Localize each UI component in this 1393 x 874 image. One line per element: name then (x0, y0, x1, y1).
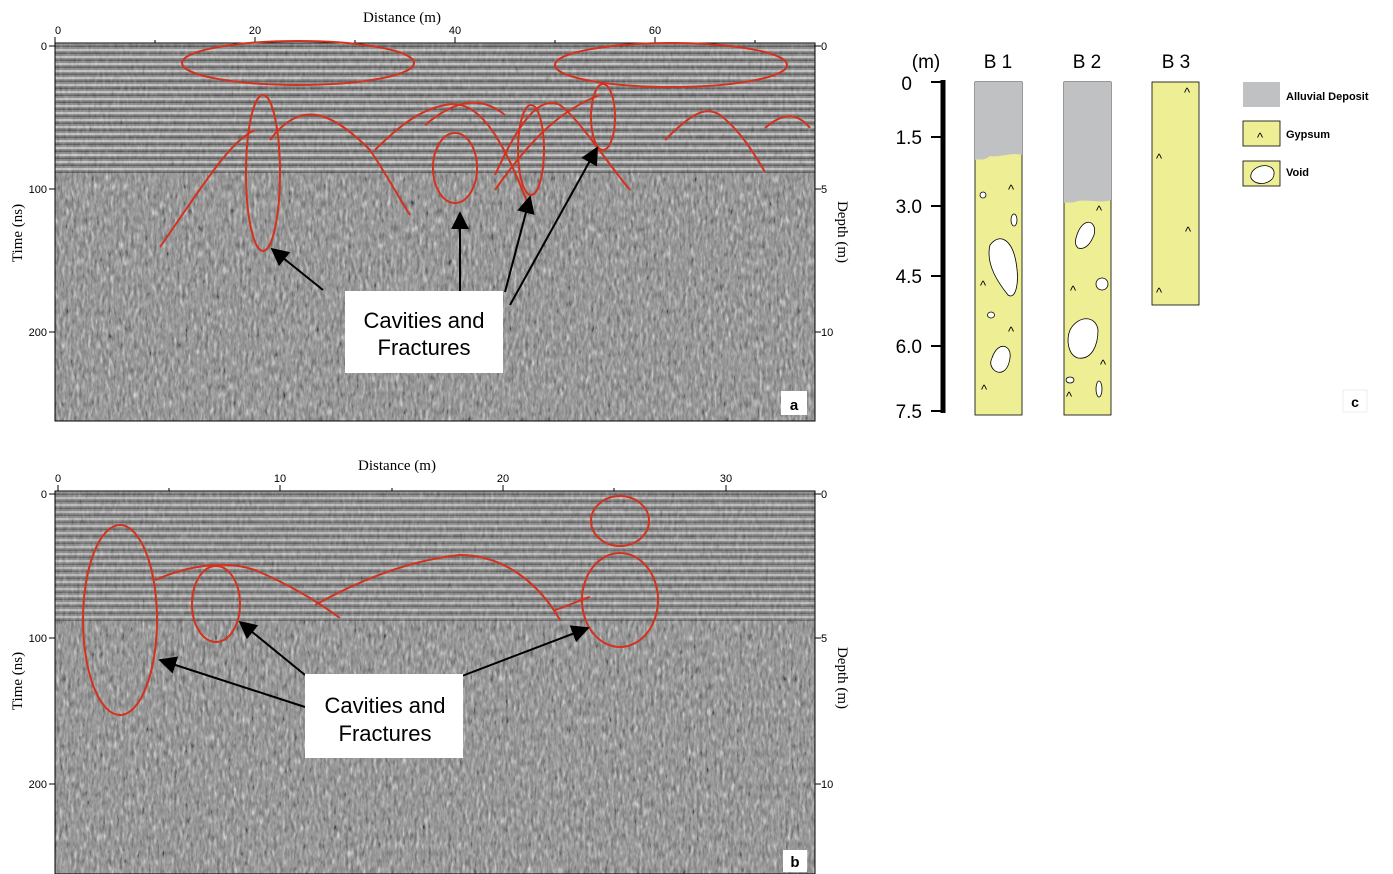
panel-a-y-tick-0: 0 (41, 41, 47, 53)
panel-a-x-tick-40: 40 (449, 25, 461, 37)
panel-a-x-ticks (54, 37, 815, 44)
borehole-b2-title: B 2 (1073, 52, 1102, 73)
panel-b-depth-tick-10: 10 (821, 779, 833, 791)
svg-text:^: ^ (1257, 130, 1264, 145)
svg-text:^: ^ (1066, 389, 1073, 404)
borehole-b2: ^ ^ ^ ^ (1063, 81, 1112, 416)
panel-b-x-tick-30: 30 (720, 473, 732, 485)
panel-b-y-axis-title: Time (ns) (10, 652, 26, 710)
panel-a-callout-line-1: Cavities and (363, 308, 484, 333)
panel-b-x-ticks (55, 485, 815, 492)
panel-b-y-tick-100: 100 (29, 633, 47, 645)
panel-b-interpretation-lines (82, 495, 659, 716)
panel-b-depth-ticks (815, 493, 821, 785)
panel-c-depth-tick-labels: 0 1.5 3.0 4.5 6.0 7.5 (896, 74, 922, 423)
panel-a-depth-tick-5: 5 (821, 184, 827, 196)
panel-c-depth-tick-3-0: 3.0 (896, 197, 922, 218)
panel-c-depth-tick-1-5: 1.5 (896, 128, 922, 149)
panel-c-depth-ticks (931, 81, 943, 412)
panel-b-x-tick-0: 0 (55, 473, 61, 485)
borehole-b1: ^ ^ ^ ^ (974, 81, 1023, 416)
svg-text:^: ^ (1096, 203, 1103, 218)
svg-text:^: ^ (981, 382, 988, 397)
panel-b-label: b (790, 854, 799, 871)
panel-b-y-tick-0: 0 (41, 489, 47, 501)
panel-c-depth-tick-4-5: 4.5 (896, 267, 922, 288)
panel-b-x-tick-labels: 0 10 20 30 (55, 473, 732, 485)
panel-a-depth-ticks (815, 45, 821, 333)
panel-b-y-ticks (49, 493, 55, 785)
panel-c-legend: Alluvial Deposit ^ Gypsum Void (1242, 82, 1369, 187)
panel-a-y-tick-100: 100 (29, 184, 47, 196)
panel-a-depth-tick-0: 0 (821, 41, 827, 53)
legend-gypsum-swatch (1242, 120, 1281, 147)
svg-text:^: ^ (1008, 324, 1015, 339)
panel-b-x-tick-10: 10 (274, 473, 286, 485)
svg-text:^: ^ (1100, 357, 1107, 372)
panel-a-y-tick-200: 200 (29, 327, 47, 339)
svg-text:^: ^ (980, 278, 987, 293)
panel-a-callout-line-2: Fractures (378, 335, 471, 360)
panel-b-x-tick-20: 20 (497, 473, 509, 485)
legend-alluvial-label: Alluvial Deposit (1286, 91, 1369, 103)
panel-a-label: a (790, 397, 799, 414)
panel-a-depth-tick-labels: 0 5 10 (821, 41, 833, 339)
panel-a-interpretation-lines (159, 40, 811, 252)
svg-text:^: ^ (1070, 283, 1077, 298)
borehole-b1-title: B 1 (984, 52, 1013, 73)
panel-b-callout-line-1: Cavities and (324, 693, 445, 718)
panel-b-depth-tick-labels: 0 5 10 (821, 489, 833, 791)
panel-c-label: c (1351, 394, 1359, 410)
panel-a-y-tick-labels: 0 100 200 (29, 41, 47, 339)
panel-c-depth-tick-0: 0 (901, 74, 912, 95)
legend-alluvial-swatch (1243, 82, 1280, 107)
panel-a-x-tick-20: 20 (249, 25, 261, 37)
svg-text:^: ^ (1185, 224, 1192, 239)
svg-text:^: ^ (1156, 151, 1163, 166)
panel-c: (m) 0 1.5 3.0 4.5 6.0 7.5 B 1 B 2 B 3 (896, 52, 1369, 423)
panel-b-callout-line-2: Fractures (339, 721, 432, 746)
svg-text:^: ^ (1184, 85, 1191, 100)
svg-text:^: ^ (1156, 285, 1163, 300)
panel-a-y-axis-title: Time (ns) (10, 204, 26, 262)
panel-c-depth-unit: (m) (912, 52, 940, 73)
panel-b-right-axis-title: Depth (m) (834, 647, 850, 709)
panel-c-depth-tick-7-5: 7.5 (896, 402, 922, 423)
panel-b-depth-tick-0: 0 (821, 489, 827, 501)
panel-b-y-tick-200: 200 (29, 779, 47, 791)
panel-b: Distance (m) 0 10 20 30 0 100 (10, 458, 850, 874)
panel-a-x-tick-0: 0 (55, 25, 61, 37)
svg-text:^: ^ (1008, 182, 1015, 197)
borehole-b3: ^ ^ ^ ^ (1151, 81, 1200, 306)
panel-a-depth-tick-10: 10 (821, 327, 833, 339)
panel-b-x-axis-title: Distance (m) (358, 458, 436, 474)
legend-gypsum-label: Gypsum (1286, 129, 1330, 141)
panel-c-depth-tick-6-0: 6.0 (896, 337, 922, 358)
panel-a-x-axis-title: Distance (m) (363, 10, 441, 26)
panel-a: Distance (m) 0 20 40 60 (10, 10, 850, 422)
panel-b-depth-tick-5: 5 (821, 633, 827, 645)
legend-void-label: Void (1286, 167, 1309, 179)
borehole-b3-title: B 3 (1162, 52, 1191, 73)
panel-c-borehole-titles: B 1 B 2 B 3 (984, 52, 1191, 73)
panel-a-x-tick-60: 60 (649, 25, 661, 37)
panel-a-x-tick-labels: 0 20 40 60 (55, 25, 661, 37)
panel-a-right-axis-title: Depth (m) (834, 201, 850, 263)
panel-b-callout: Cavities and Fractures (158, 620, 590, 758)
panel-b-y-tick-labels: 0 100 200 (29, 489, 47, 791)
panel-a-callout: Cavities and Fractures (270, 146, 598, 373)
panel-a-y-ticks (49, 45, 55, 333)
